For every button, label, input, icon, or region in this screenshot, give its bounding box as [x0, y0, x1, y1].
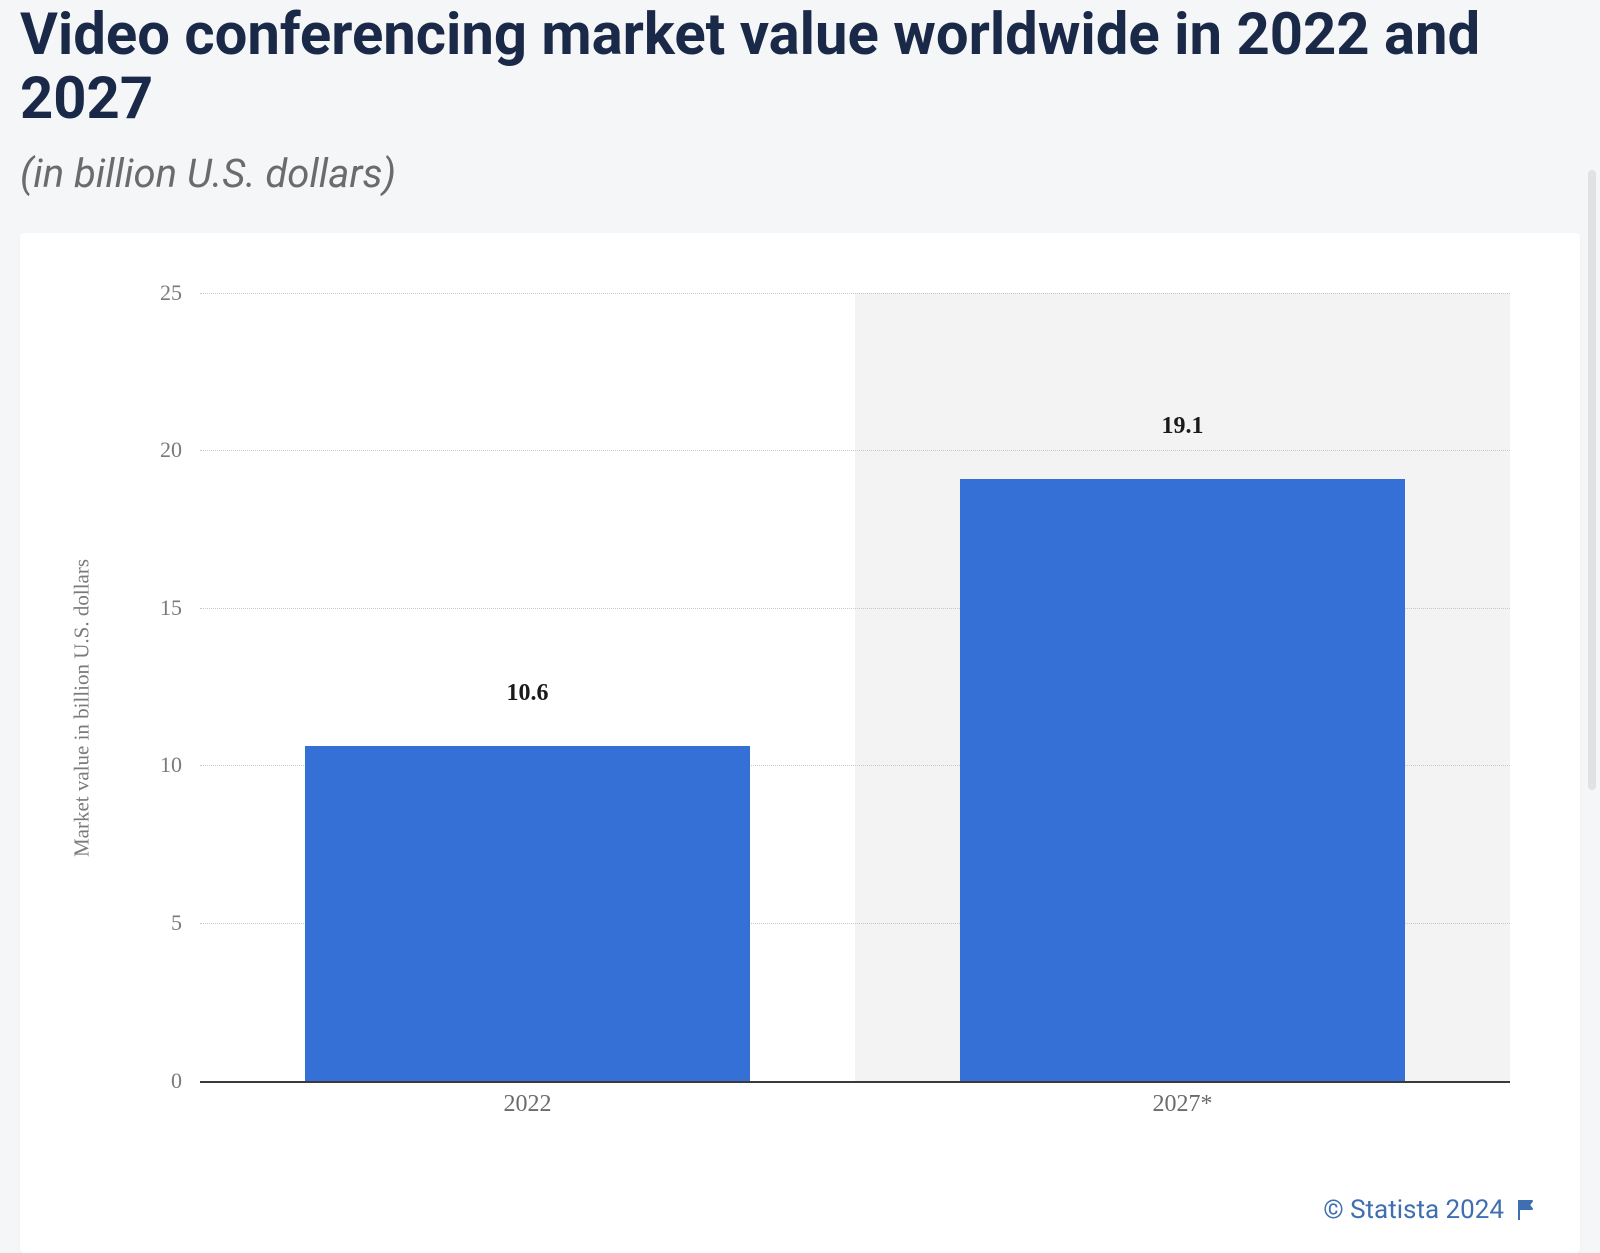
y-tick-label: 20	[140, 437, 200, 463]
x-tick-label: 2027*	[1153, 1081, 1213, 1118]
attribution-text: © Statista 2024	[1323, 1195, 1504, 1225]
chart-card: Market value in billion U.S. dollars 051…	[20, 233, 1580, 1253]
bar-value-label: 19.1	[1162, 413, 1204, 446]
bar-value-label: 10.6	[507, 680, 549, 713]
gridline	[200, 450, 1510, 451]
chart-area: Market value in billion U.S. dollars 051…	[60, 273, 1540, 1143]
y-tick-label: 10	[140, 752, 200, 778]
scrollbar[interactable]	[1588, 170, 1596, 790]
y-tick-label: 25	[140, 280, 200, 306]
y-tick-label: 5	[140, 910, 200, 936]
bar	[960, 479, 1405, 1081]
plot-area: 051015202510.6202219.12027*	[200, 293, 1510, 1083]
flag-icon[interactable]	[1516, 1198, 1536, 1222]
y-axis-label: Market value in billion U.S. dollars	[70, 559, 95, 857]
chart-subtitle: (in billion U.S. dollars)	[20, 150, 1580, 197]
page-root: Video conferencing market value worldwid…	[0, 0, 1600, 1233]
gridline	[200, 293, 1510, 294]
y-tick-label: 15	[140, 595, 200, 621]
y-tick-label: 0	[140, 1068, 200, 1094]
x-tick-label: 2022	[504, 1081, 552, 1118]
attribution: © Statista 2024	[1323, 1195, 1536, 1225]
bar	[305, 746, 750, 1080]
chart-title: Video conferencing market value worldwid…	[20, 0, 1580, 132]
